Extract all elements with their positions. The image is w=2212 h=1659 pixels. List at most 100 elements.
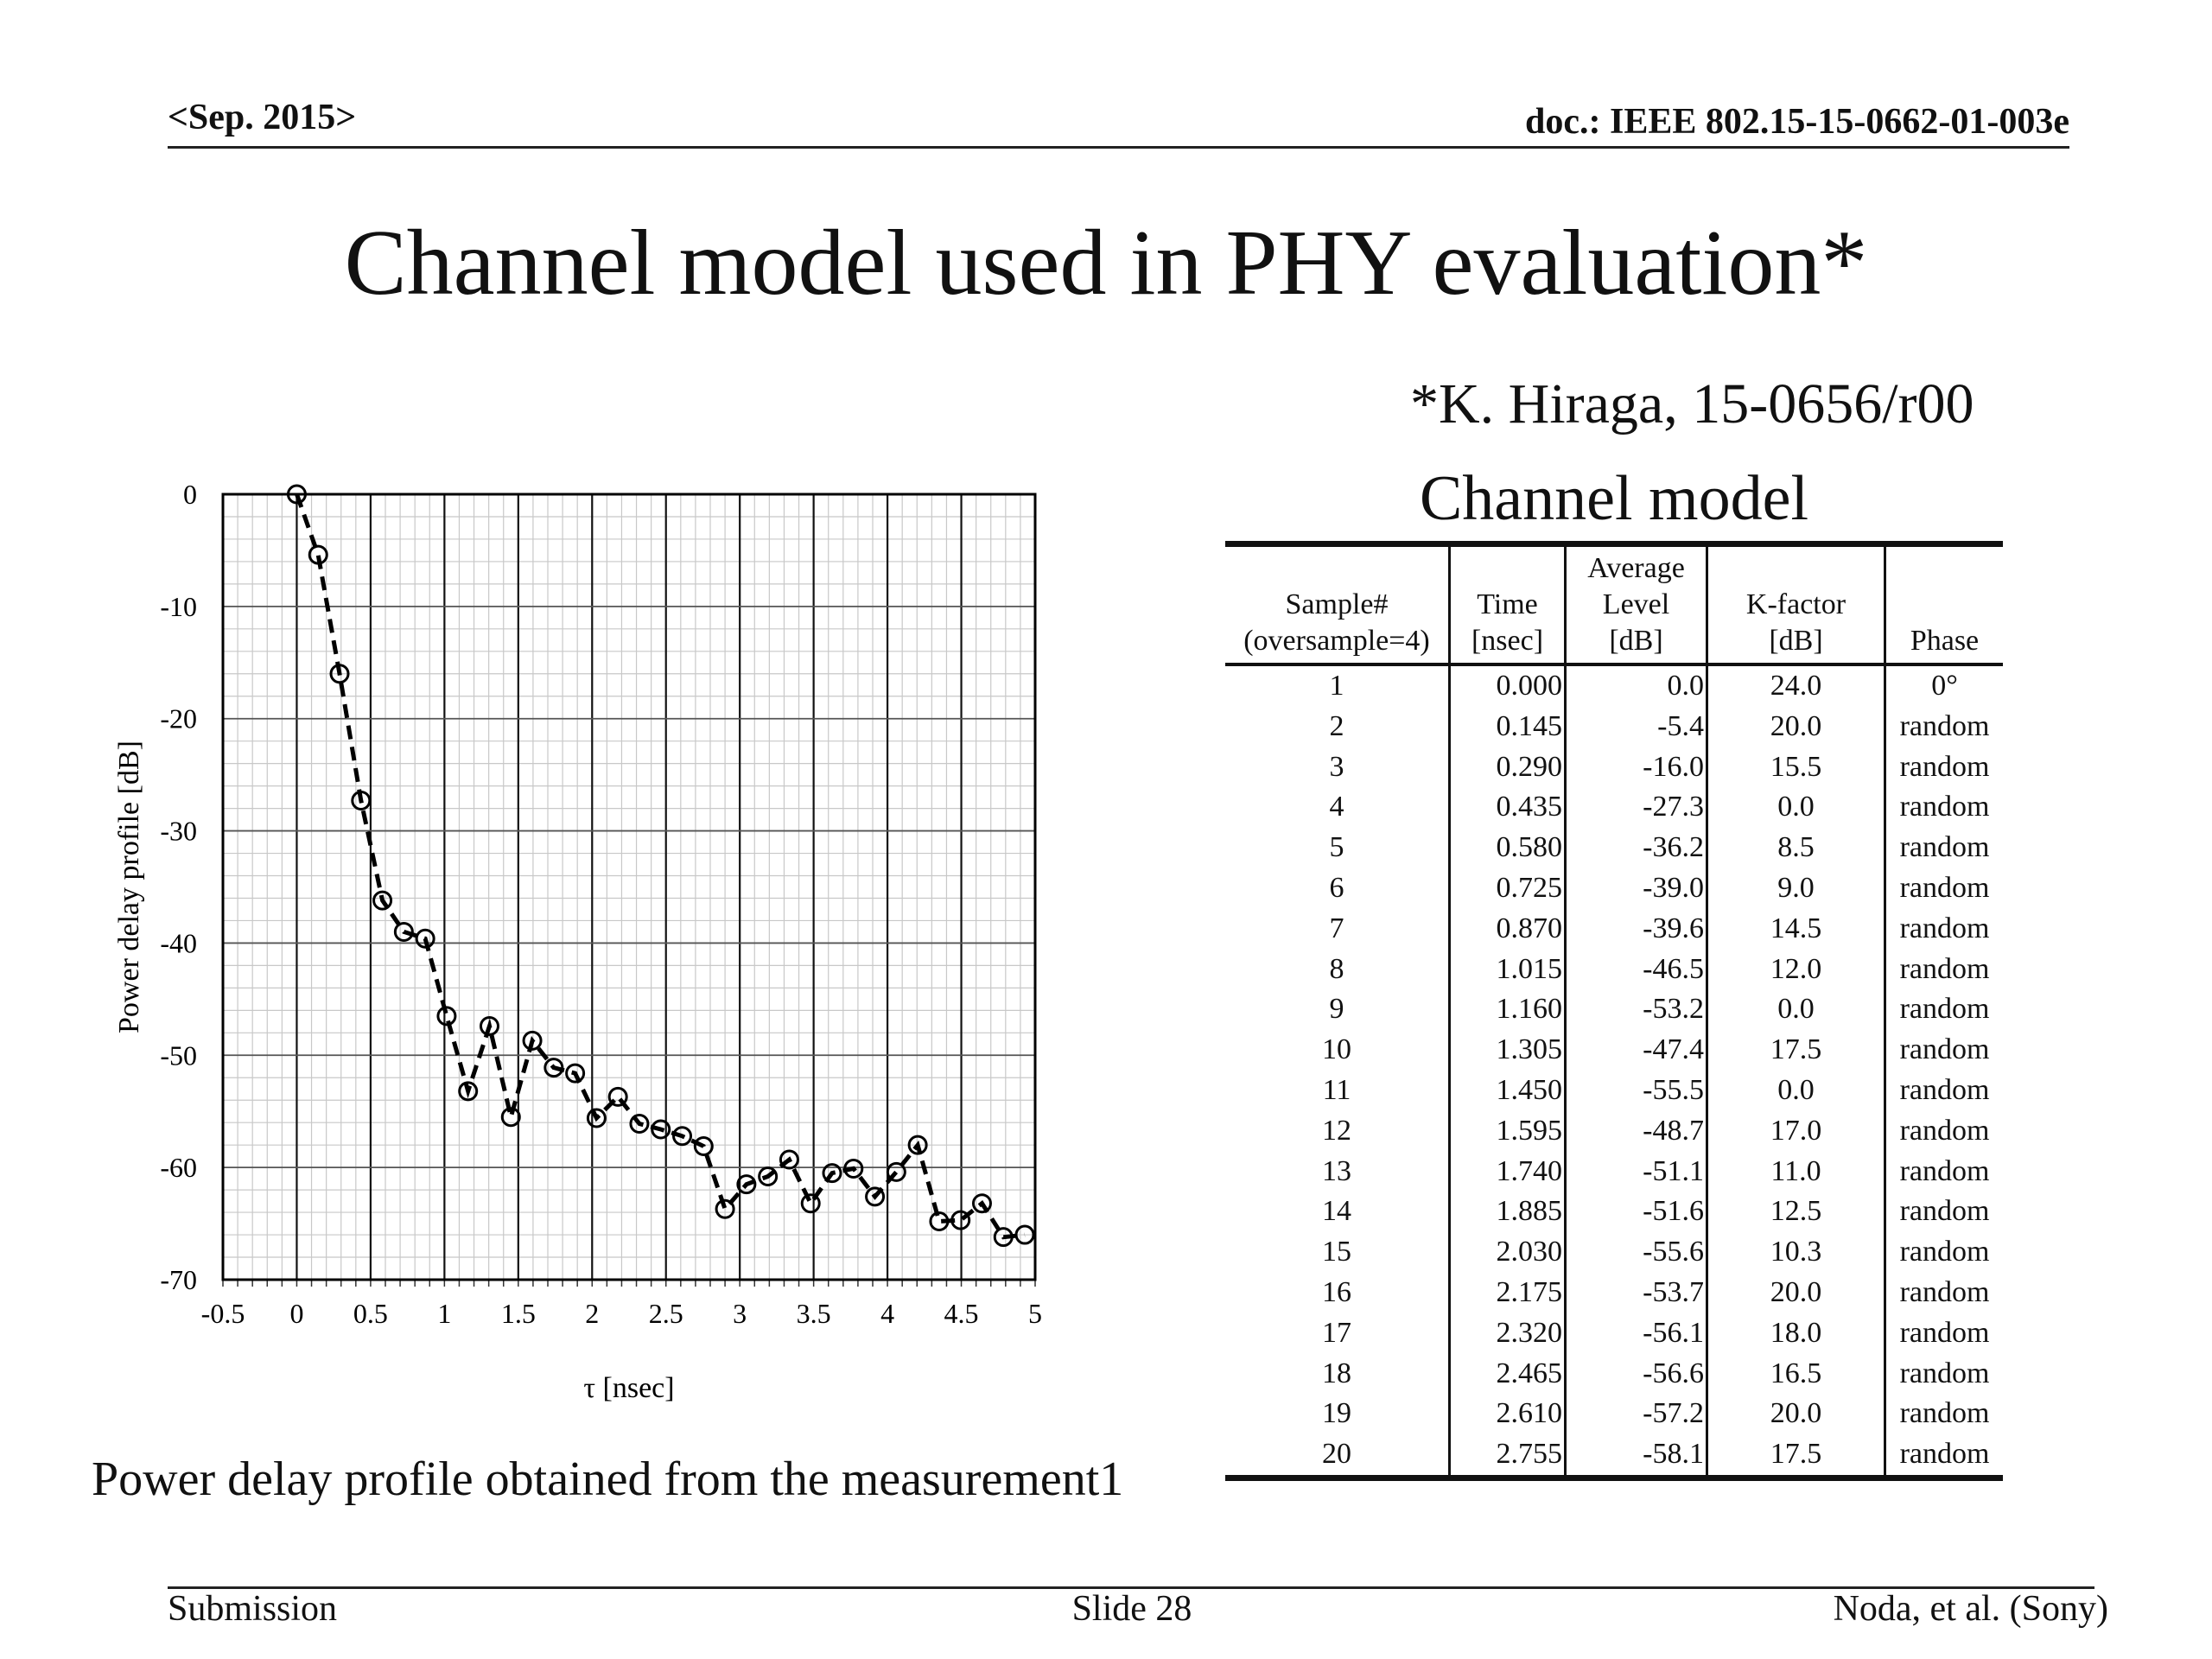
data-point	[415, 928, 435, 949]
cell-phase: random	[1899, 1397, 1990, 1430]
cell-level: -39.6	[1565, 908, 1708, 950]
table-row: 7 0.870 -39.6 14.5 random	[1225, 908, 2003, 950]
data-point	[329, 664, 350, 684]
header-phase: Phase	[1910, 625, 1980, 657]
data-point	[522, 1030, 543, 1051]
cell-phase: random	[1899, 750, 1990, 783]
cell-time: 1.015	[1449, 949, 1567, 990]
cell-phase: random	[1899, 709, 1990, 742]
table-row: 4 0.435 -27.3 0.0 random	[1225, 787, 2003, 829]
cell-phase: random	[1899, 1275, 1990, 1308]
cell-level: -46.5	[1565, 949, 1708, 990]
x-tick-label: 1	[437, 1298, 451, 1329]
header-doc-id: doc.: IEEE 802.15-15-0662-01-003e	[1525, 102, 2069, 142]
cell-sample: 7	[1225, 908, 1451, 950]
x-tick-label: 2.5	[649, 1298, 683, 1329]
cell-kfactor: 20.0	[1707, 1272, 1886, 1313]
table-row: 19 2.610 -57.2 20.0 random	[1225, 1394, 2003, 1435]
x-tick-label: 4	[880, 1298, 894, 1329]
x-tick-label: 3.5	[797, 1298, 831, 1329]
data-point	[693, 1135, 714, 1156]
cell-time: 2.755	[1449, 1434, 1567, 1478]
cell-phase: random	[1899, 1316, 1990, 1349]
chart-caption: Power delay profile obtained from the me…	[92, 1452, 1124, 1506]
table-row: 8 1.015 -46.5 12.0 random	[1225, 949, 2003, 990]
cell-kfactor: 17.5	[1707, 1434, 1886, 1478]
data-point	[479, 1016, 499, 1037]
data-point	[971, 1193, 992, 1214]
cell-time: 0.580	[1449, 828, 1567, 868]
cell-phase: random	[1899, 791, 1990, 823]
cell-level: -57.2	[1565, 1394, 1708, 1435]
cell-level: -55.6	[1565, 1232, 1708, 1273]
cell-level: 0.0	[1565, 664, 1708, 707]
x-tick-label: 1.5	[501, 1298, 536, 1329]
cell-kfactor: 10.3	[1707, 1232, 1886, 1273]
data-point	[372, 890, 393, 911]
table-body: 1 0.000 0.0 24.0 0° 2 0.145 -5.4 20.0 random 3 0.29…	[1225, 664, 2003, 1478]
cell-time: 1.450	[1449, 1070, 1567, 1111]
data-point	[758, 1166, 779, 1187]
cell-level: -48.7	[1565, 1110, 1708, 1152]
cell-level: -27.3	[1565, 787, 1708, 829]
cell-sample: 4	[1225, 787, 1451, 829]
x-tick-label: 4.5	[944, 1298, 979, 1329]
cell-phase: random	[1899, 1438, 1990, 1471]
cell-time: 2.465	[1449, 1353, 1567, 1395]
cell-time: 2.610	[1449, 1394, 1567, 1435]
table-row: 14 1.885 -51.6 12.5 random	[1225, 1192, 2003, 1233]
cell-time: 0.000	[1449, 664, 1567, 707]
cell-level: -55.5	[1565, 1070, 1708, 1111]
cell-sample: 17	[1225, 1313, 1451, 1354]
cell-time: 2.320	[1449, 1313, 1567, 1354]
cell-phase: random	[1899, 831, 1990, 864]
y-tick-label: -10	[160, 591, 197, 622]
data-point	[629, 1113, 650, 1134]
y-tick-label: -30	[160, 816, 197, 847]
cell-kfactor: 14.5	[1707, 908, 1886, 950]
table-row: 20 2.755 -58.1 17.5 random	[1225, 1434, 2003, 1478]
chart-y-axis-label: Power delay profile [dB]	[113, 741, 145, 1033]
table-row: 15 2.030 -55.6 10.3 random	[1225, 1232, 2003, 1273]
cell-time: 1.595	[1449, 1110, 1567, 1152]
chart-series-line	[295, 493, 1026, 1240]
reference-note: *K. Hiraga, 15-0656/r00	[1410, 372, 1974, 435]
data-point	[800, 1193, 821, 1214]
cell-level: -16.0	[1565, 747, 1708, 788]
data-point	[993, 1227, 1014, 1248]
cell-sample: 19	[1225, 1394, 1451, 1435]
header-divider	[168, 146, 2069, 149]
x-tick-label: 3	[733, 1298, 747, 1329]
x-tick-label: 0.5	[353, 1298, 388, 1329]
table-row: 10 1.305 -47.4 17.5 random	[1225, 1030, 2003, 1071]
cell-kfactor: 12.0	[1707, 949, 1886, 990]
data-point	[843, 1158, 864, 1179]
footer-slide-number: Slide 28	[1071, 1589, 1192, 1629]
header-date: <Sep. 2015>	[168, 98, 357, 137]
header-level: Average Level [dB]	[1565, 543, 1708, 664]
footer-author: Noda, et al. (Sony)	[1833, 1589, 2108, 1629]
header-time: Time [nsec]	[1449, 543, 1567, 664]
cell-level: -5.4	[1565, 706, 1708, 747]
cell-sample: 8	[1225, 949, 1451, 990]
cell-time: 1.885	[1449, 1192, 1567, 1233]
cell-time: 0.145	[1449, 706, 1567, 747]
table-row: 16 2.175 -53.7 20.0 random	[1225, 1272, 2003, 1313]
table-row: 11 1.450 -55.5 0.0 random	[1225, 1070, 2003, 1111]
data-point	[586, 1108, 607, 1128]
data-point	[651, 1119, 671, 1140]
cell-level: -56.6	[1565, 1353, 1708, 1395]
y-tick-label: -70	[160, 1264, 197, 1295]
cell-phase: random	[1899, 993, 1990, 1026]
cell-kfactor: 20.0	[1707, 1394, 1886, 1435]
chart-y-tick-labels: 0 -10 -20 -30 -40 -50 -60 -70	[160, 479, 197, 1295]
table-title: Channel model	[1419, 463, 1809, 534]
cell-phase: random	[1899, 1154, 1990, 1187]
table-row: 9 1.160 -53.2 0.0 random	[1225, 989, 2003, 1031]
table-row: 18 2.465 -56.6 16.5 random	[1225, 1353, 2003, 1395]
cell-sample: 11	[1225, 1070, 1451, 1111]
cell-level: -56.1	[1565, 1313, 1708, 1354]
cell-level: -47.4	[1565, 1030, 1708, 1071]
cell-sample: 6	[1225, 868, 1451, 909]
chart-x-axis-label: τ [nsec]	[583, 1372, 674, 1404]
